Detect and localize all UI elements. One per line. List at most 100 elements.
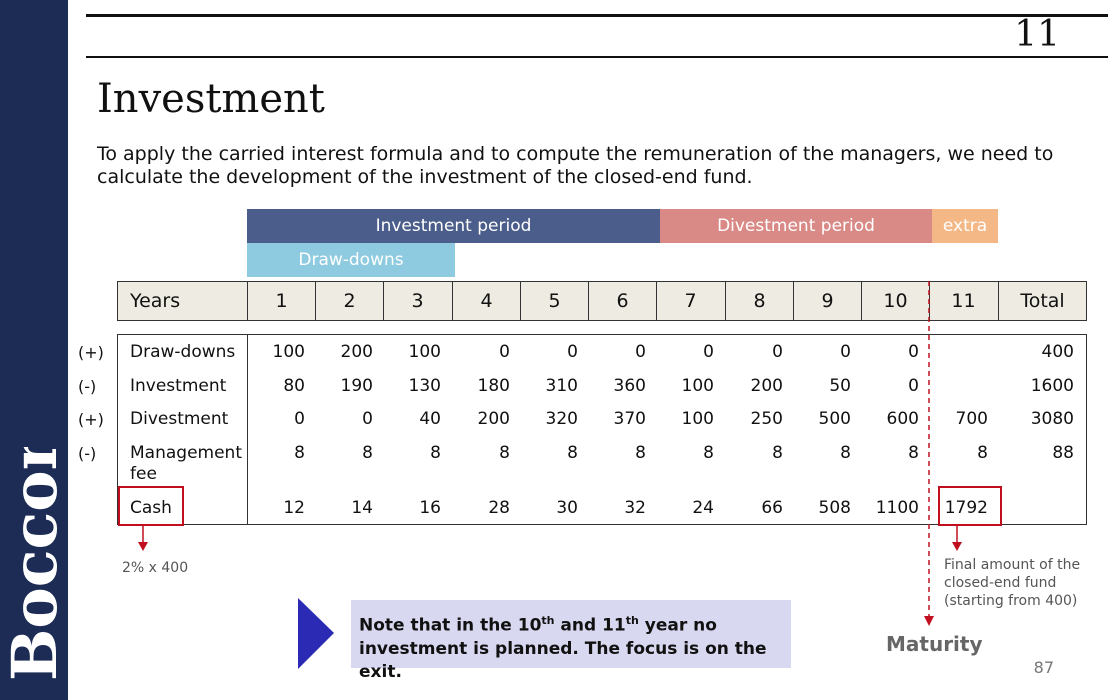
cell-divestment-y5: 320	[545, 409, 578, 429]
page-number: 87	[1033, 658, 1054, 677]
years-header-row: Years 1 2 3 4 5 6 7 8 9 10 11 Total	[117, 281, 1087, 321]
cell-drawdowns-total: 400	[1041, 342, 1074, 362]
cash-label-highlight	[118, 486, 184, 526]
cell-cash-y11: 1792	[944, 498, 988, 518]
cell-fee-y8: 8	[772, 443, 783, 463]
cell-fee-y11: 8	[977, 443, 988, 463]
cell-fee-y6: 8	[635, 443, 646, 463]
cell-divestment-y11: 700	[955, 409, 988, 429]
final-arrow-head	[952, 542, 962, 551]
cell-investment-y3: 130	[408, 376, 441, 396]
cell-divestment-y1: 0	[294, 409, 305, 429]
sign-management-fee: (-)	[78, 444, 97, 463]
cell-drawdowns-y8: 0	[772, 342, 783, 362]
header-cell-year-3: 3	[411, 290, 424, 312]
page-title: Investment	[97, 76, 325, 122]
maturity-arrow-head	[924, 616, 934, 626]
cell-investment-y8: 200	[750, 376, 783, 396]
cell-fee-y3: 8	[430, 443, 441, 463]
cell-cash-y7: 24	[692, 498, 714, 518]
cell-investment-y1: 80	[283, 376, 305, 396]
cashflow-table: Draw-downs Investment Divestment Managem…	[117, 334, 1087, 525]
cell-fee-y2: 8	[362, 443, 373, 463]
drawdowns-band: Draw-downs	[247, 243, 455, 277]
cell-drawdowns-y7: 0	[703, 342, 714, 362]
cell-divestment-y2: 0	[362, 409, 373, 429]
maturity-label: Maturity	[886, 632, 983, 656]
fee-annotation: 2% x 400	[122, 560, 189, 576]
investment-period-band: Investment period	[247, 209, 660, 243]
cell-investment-y2: 190	[340, 376, 373, 396]
cell-drawdowns-y2: 200	[340, 342, 373, 362]
cell-investment-total: 1600	[1030, 376, 1074, 396]
svg-text:Bocconi: Bocconi	[0, 447, 71, 681]
header-cell-year-11: 11	[951, 290, 976, 312]
header-cell-year-6: 6	[616, 290, 629, 312]
header-cell-year-8: 8	[753, 290, 766, 312]
slide-number: 11	[1014, 14, 1060, 55]
cell-fee-y9: 8	[840, 443, 851, 463]
cell-fee-y5: 8	[567, 443, 578, 463]
cell-divestment-y8: 250	[750, 409, 783, 429]
cell-drawdowns-y10: 0	[908, 342, 919, 362]
cell-investment-y9: 50	[829, 376, 851, 396]
cell-investment-y10: 0	[908, 376, 919, 396]
cell-fee-y4: 8	[499, 443, 510, 463]
cell-investment-y5: 310	[545, 376, 578, 396]
cell-cash-y6: 32	[624, 498, 646, 518]
header-cell-year-4: 4	[480, 290, 493, 312]
row-label-divestment: Divestment	[130, 409, 229, 429]
bocconi-logo: Bocconi	[0, 447, 71, 681]
header-cell-year-10: 10	[883, 290, 908, 312]
cell-investment-y6: 360	[613, 376, 646, 396]
cell-divestment-y10: 600	[886, 409, 919, 429]
header-cell-year-2: 2	[343, 290, 356, 312]
cell-fee-y7: 8	[703, 443, 714, 463]
sign-divestment: (+)	[78, 410, 104, 429]
final-amount-annotation: Final amount of the closed-end fund (sta…	[944, 557, 1081, 609]
cell-drawdowns-y6: 0	[635, 342, 646, 362]
cell-cash-y9: 508	[818, 498, 851, 518]
cell-divestment-y6: 370	[613, 409, 646, 429]
cell-cash-y2: 14	[351, 498, 373, 518]
cell-fee-total: 88	[1052, 443, 1074, 463]
cell-cash-y3: 16	[419, 498, 441, 518]
cell-drawdowns-y1: 100	[272, 342, 305, 362]
extra-band: extra	[932, 209, 998, 243]
cell-divestment-y9: 500	[818, 409, 851, 429]
final-cash-highlight	[938, 486, 1002, 526]
cell-investment-y7: 100	[681, 376, 714, 396]
header-cell-year-9: 9	[821, 290, 834, 312]
row-label-drawdowns: Draw-downs	[130, 342, 236, 362]
cell-drawdowns-y5: 0	[567, 342, 578, 362]
cell-fee-y1: 8	[294, 443, 305, 463]
header-cell-year-7: 7	[684, 290, 697, 312]
header-cell-year-5: 5	[548, 290, 561, 312]
cell-fee-y10: 8	[908, 443, 919, 463]
row-label-investment: Investment	[130, 376, 227, 396]
cell-divestment-y3: 40	[419, 409, 441, 429]
cell-drawdowns-y4: 0	[499, 342, 510, 362]
note-triangle-icon	[298, 598, 334, 669]
cell-cash-y8: 66	[761, 498, 783, 518]
header-cell-total: Total	[1020, 290, 1065, 312]
cell-drawdowns-y9: 0	[840, 342, 851, 362]
cell-cash-y10: 1100	[875, 498, 919, 518]
cell-divestment-y7: 100	[681, 409, 714, 429]
sign-drawdowns: (+)	[78, 343, 104, 362]
cell-divestment-total: 3080	[1030, 409, 1074, 429]
cell-cash-y1: 12	[283, 498, 305, 518]
sign-investment: (-)	[78, 377, 97, 396]
row-label-management-fee: Management fee	[130, 443, 242, 484]
cell-cash-y4: 28	[488, 498, 510, 518]
sidebar-band: Bocconi	[0, 0, 71, 700]
top-rule	[86, 14, 1108, 17]
cell-divestment-y4: 200	[477, 409, 510, 429]
header-cell-year-1: 1	[275, 290, 288, 312]
row-label-cash: Cash	[130, 498, 172, 518]
note-box: Note that in the 10th and 11th year no i…	[351, 600, 791, 682]
fee-arrow-head	[138, 542, 148, 551]
cell-cash-y5: 30	[556, 498, 578, 518]
intro-text: To apply the carried interest formula an…	[97, 143, 1054, 188]
